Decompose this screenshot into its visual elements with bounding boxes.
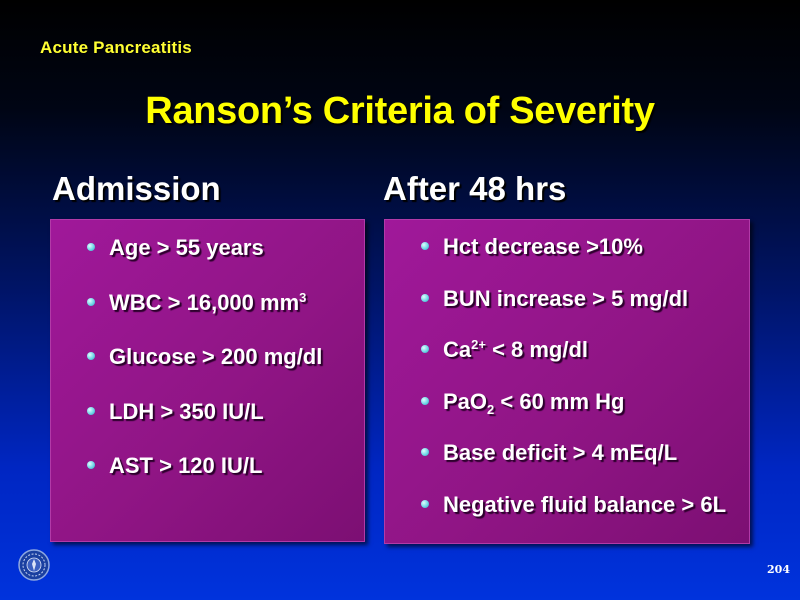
slide-title: Ranson’s Criteria of Severity: [145, 90, 655, 132]
bullet-icon: [421, 396, 429, 405]
admission-criteria-box: Age > 55 years WBC > 16,000 mm3 Glucose …: [50, 219, 365, 542]
criterion-text: Base deficit > 4 mEq/L: [443, 440, 678, 465]
admission-heading: Admission: [52, 170, 221, 207]
list-item: PaO2 < 60 mm Hg: [421, 387, 726, 439]
admission-criteria-list: Age > 55 years WBC > 16,000 mm3 Glucose …: [87, 232, 322, 505]
bullet-icon: [421, 499, 429, 508]
list-item: AST > 120 IU/L: [87, 450, 322, 505]
criterion-text: LDH > 350 IU/L: [109, 398, 264, 424]
criterion-text: Ca: [443, 337, 472, 362]
list-item: BUN increase > 5 mg/dl: [421, 284, 726, 336]
criterion-text: PaO: [443, 388, 488, 414]
page-number: 204: [767, 563, 790, 576]
list-item: Base deficit > 4 mEq/L: [421, 438, 726, 490]
bullet-icon: [87, 461, 95, 469]
list-item: Negative fluid balance > 6L: [421, 490, 726, 542]
bullet-icon: [87, 406, 95, 415]
superscript: 2+: [471, 337, 486, 352]
after-48-hrs-criteria-list: Hct decrease >10% BUN increase > 5 mg/dl…: [421, 232, 726, 541]
bullet-icon: [421, 293, 429, 302]
bullet-icon: [87, 352, 95, 360]
bullet-icon: [421, 345, 429, 353]
after-48-hrs-heading: After 48 hrs: [383, 170, 567, 207]
list-item: LDH > 350 IU/L: [87, 396, 322, 451]
topic-label: Acute Pancreatitis: [40, 38, 192, 57]
criterion-text-rest: < 8 mg/dl: [485, 337, 589, 362]
after-48-hrs-criteria-box: Hct decrease >10% BUN increase > 5 mg/dl…: [384, 219, 750, 544]
superscript: 3: [299, 289, 307, 305]
list-item: Hct decrease >10%: [421, 232, 726, 284]
criterion-text: WBC > 16,000 mm: [109, 289, 300, 315]
list-item: Glucose > 200 mg/dl: [87, 341, 322, 396]
list-item: WBC > 16,000 mm3: [87, 287, 322, 342]
bullet-icon: [87, 297, 95, 306]
criterion-text: Hct decrease >10%: [443, 234, 643, 259]
list-item: Age > 55 years: [87, 232, 322, 287]
bullet-icon: [87, 243, 95, 251]
bullet-icon: [421, 448, 429, 456]
criterion-text: BUN increase > 5 mg/dl: [443, 285, 689, 311]
list-item: Ca2+ < 8 mg/dl: [421, 335, 726, 387]
criterion-text: Negative fluid balance > 6L: [443, 491, 727, 517]
criterion-text: Glucose > 200 mg/dl: [109, 344, 323, 369]
criterion-text-rest: < 60 mm Hg: [494, 388, 625, 414]
bullet-icon: [421, 242, 429, 250]
subscript: 2: [487, 401, 495, 417]
criterion-text: Age > 55 years: [109, 235, 264, 260]
criterion-text: AST > 120 IU/L: [109, 453, 263, 478]
seal-emblem-icon: [18, 549, 50, 581]
